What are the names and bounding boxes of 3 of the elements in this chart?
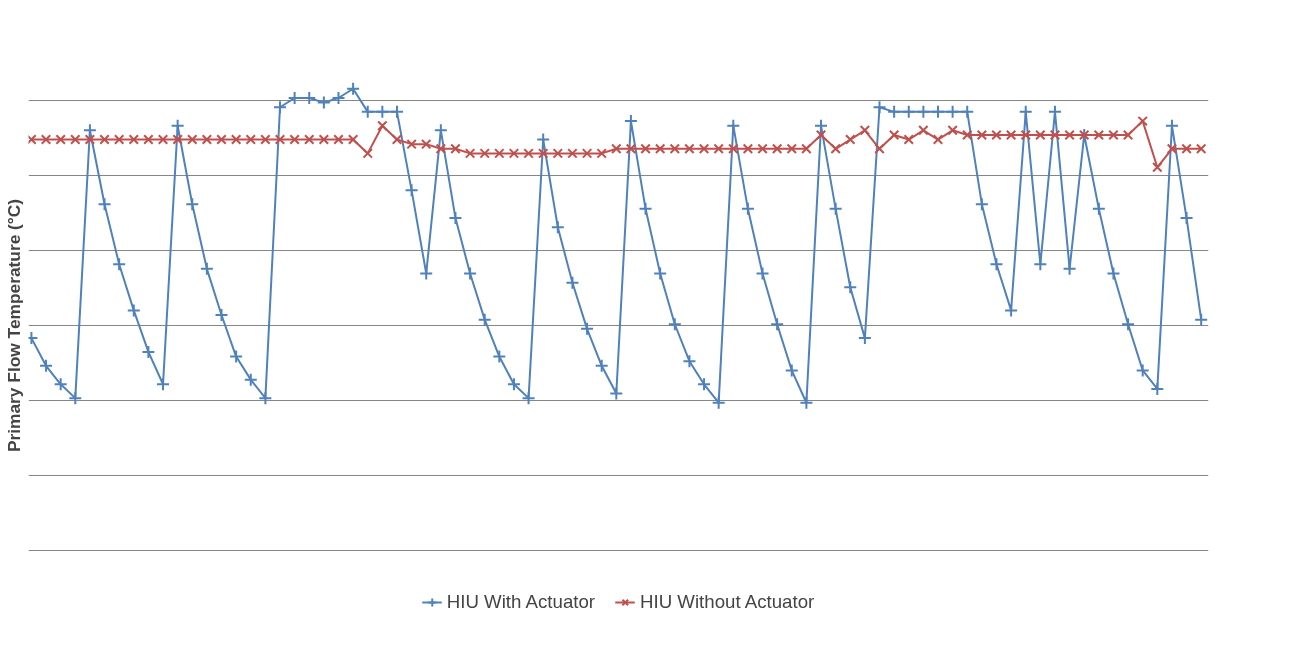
- legend-label: HIU With Actuator: [446, 591, 596, 613]
- y-axis-title: Primary Flow Temperature (°C): [3, 198, 24, 453]
- legend-label: HIU Without Actuator: [640, 591, 815, 613]
